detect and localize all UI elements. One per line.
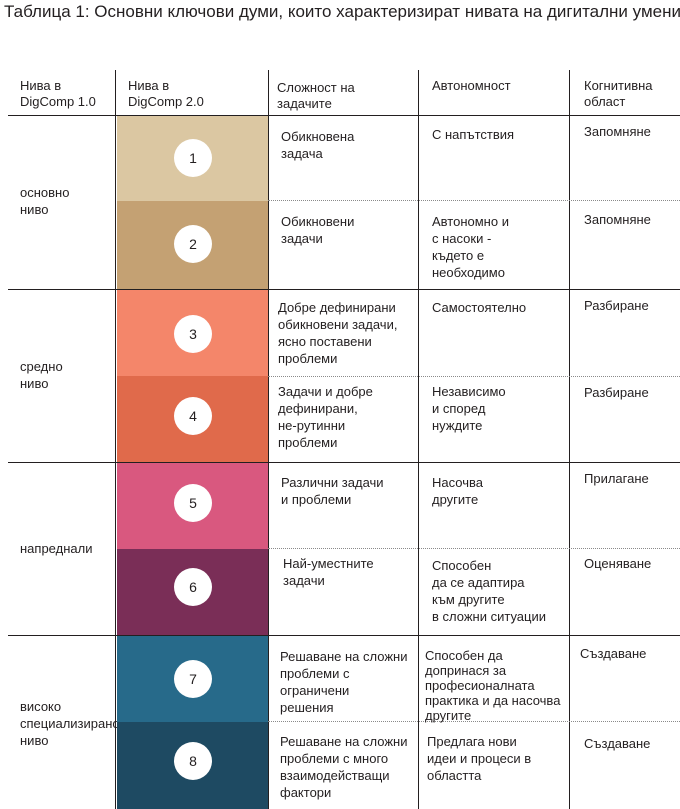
header-cognitive: Когнитивна област bbox=[584, 78, 653, 109]
level-separator bbox=[268, 548, 680, 549]
header-digcomp1: Нива в DigComp 1.0 bbox=[20, 78, 96, 109]
table-title: Таблица 1: Основни ключови думи, които х… bbox=[4, 2, 680, 21]
complexity-cell: Решаване на сложни проблеми с ограничени р… bbox=[280, 649, 408, 715]
level-number-badge: 7 bbox=[174, 660, 212, 698]
complexity-cell: Задачи и добре дефинирани, не-рутинни проб… bbox=[278, 384, 373, 450]
cognitive-cell: Прилагане bbox=[584, 471, 649, 486]
complexity-cell: Решаване на сложни проблеми с много взаим… bbox=[280, 734, 408, 800]
level-separator bbox=[268, 200, 680, 201]
column-divider bbox=[115, 70, 116, 809]
group-separator bbox=[8, 289, 680, 290]
group-label-basic: основно ниво bbox=[20, 185, 70, 217]
autonomy-cell: Способен да се адаптира към другите в слож… bbox=[432, 558, 546, 624]
level-separator bbox=[268, 376, 680, 377]
level-number-badge: 4 bbox=[174, 397, 212, 435]
group-label-highly-specialised: високо специализирано ниво bbox=[20, 699, 120, 748]
group-label-intermediate: средно ниво bbox=[20, 359, 63, 391]
complexity-cell: Добре дефинирани обикновени задачи, ясно … bbox=[278, 300, 398, 366]
cognitive-cell: Запомняне bbox=[584, 212, 651, 227]
cognitive-cell: Запомняне bbox=[584, 124, 651, 139]
level-separator bbox=[268, 721, 680, 722]
column-divider bbox=[418, 70, 419, 809]
header-digcomp2: Нива в DigComp 2.0 bbox=[128, 78, 204, 109]
complexity-cell: Обикновени задачи bbox=[281, 214, 355, 246]
cognitive-cell: Създаване bbox=[584, 736, 651, 751]
complexity-cell: Най-уместните задачи bbox=[283, 556, 374, 588]
level-number-badge: 1 bbox=[174, 139, 212, 177]
group-label-advanced: напреднали bbox=[20, 541, 93, 556]
autonomy-cell: Независимо и според нуждите bbox=[432, 384, 506, 433]
group-separator bbox=[8, 635, 680, 636]
cognitive-cell: Разбиране bbox=[584, 385, 649, 400]
autonomy-cell: Способен да допринася за професионалната п… bbox=[425, 648, 561, 723]
header-bottom-rule bbox=[8, 115, 680, 116]
group-separator bbox=[8, 462, 680, 463]
level-number-badge: 6 bbox=[174, 568, 212, 606]
autonomy-cell: Предлага нови идеи и процеси в областта bbox=[427, 734, 532, 783]
cognitive-cell: Оценяване bbox=[584, 556, 652, 571]
complexity-cell: Обикновена задача bbox=[281, 129, 355, 161]
cognitive-cell: Разбиране bbox=[584, 298, 649, 313]
autonomy-cell: Насочва другите bbox=[432, 475, 483, 507]
level-number-badge: 5 bbox=[174, 484, 212, 522]
complexity-cell: Различни задачи и проблеми bbox=[281, 475, 384, 507]
level-number-badge: 2 bbox=[174, 225, 212, 263]
cognitive-cell: Създаване bbox=[580, 646, 647, 661]
header-complexity: Сложност на задачите bbox=[277, 80, 355, 111]
header-autonomy: Автономност bbox=[432, 78, 511, 93]
column-divider bbox=[569, 70, 570, 809]
level-number-badge: 3 bbox=[174, 315, 212, 353]
autonomy-cell: С напътствия bbox=[432, 127, 515, 142]
autonomy-cell: Самостоятелно bbox=[432, 300, 527, 315]
column-divider bbox=[268, 70, 269, 809]
level-number-badge: 8 bbox=[174, 742, 212, 780]
